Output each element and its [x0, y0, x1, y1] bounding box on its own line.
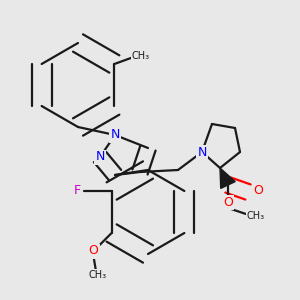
Text: CH₃: CH₃ [247, 211, 265, 221]
Text: N: N [95, 151, 105, 164]
Text: CH₃: CH₃ [131, 51, 149, 61]
Text: O: O [223, 196, 233, 208]
Text: N: N [110, 128, 120, 142]
Text: O: O [89, 244, 99, 257]
Text: CH₃: CH₃ [88, 270, 107, 280]
Polygon shape [220, 168, 235, 188]
Text: F: F [74, 184, 81, 197]
Text: O: O [253, 184, 263, 196]
Text: N: N [197, 146, 207, 158]
